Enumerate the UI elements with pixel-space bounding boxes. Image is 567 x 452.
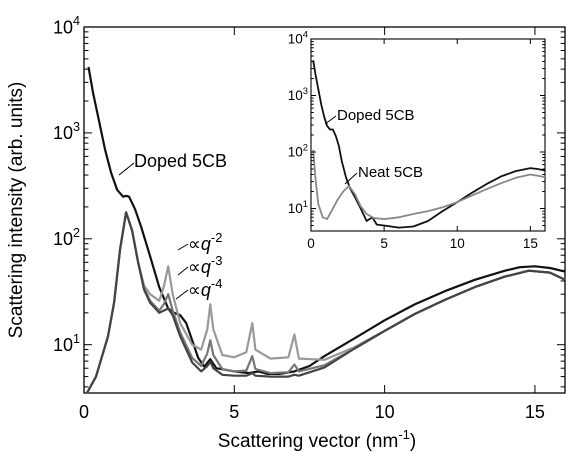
q-minus-2-label: ∝q-2 [188,230,222,254]
inset-doped-5cb-label: Doped 5CB [337,107,415,124]
doped-5cb-leader [118,162,135,176]
inset-y-tick-label: 101 [288,199,308,216]
series-doped-5cb [87,66,566,375]
doped-5cb-label: Doped 5CB [134,151,227,171]
y-tick-label: 101 [53,332,80,355]
x-tick-label: 15 [525,402,545,422]
series-q-4 [86,211,566,394]
inset-series-neat-5cb [312,149,546,220]
inset-neat-5cb-leader [344,172,358,185]
y-axis-label: Scattering intensity (arb. units) [6,82,27,339]
inset-x-tick-label: 0 [307,236,315,251]
inset-chart: 0 5 10 15 101 102 103 104 Doped 5CB Neat 5CB [288,30,546,251]
inset-background [311,39,545,231]
inset-doped-5cb-leader [324,115,337,125]
x-axis-label: Scattering vector (nm-1) [218,427,416,452]
inset-neat-5cb-label: Neat 5CB [358,164,423,181]
x-tick-label: 5 [229,402,239,422]
inset-x-tick-label: 15 [523,236,538,251]
inset-ticks: 0 5 10 15 101 102 103 104 [288,30,545,251]
q-minus-2-leader [177,243,189,251]
inset-y-tick-label: 104 [288,30,308,47]
y-tick-label: 104 [53,14,80,37]
q-minus-3-leader [177,266,189,276]
y-tick-label: 103 [53,120,80,143]
x-tick-label: 0 [79,402,89,422]
inset-series-doped-5cb [312,60,546,229]
main-series-group [86,66,566,394]
main-plot-frame [83,26,566,394]
inset-y-tick-label: 102 [288,143,308,160]
q-minus-4-label: ∝q-4 [188,276,222,300]
inset-x-tick-label: 5 [380,236,388,251]
x-tick-label: 10 [375,402,395,422]
y-tick-label: 102 [53,226,80,249]
inset-series-group [312,60,546,229]
inset-x-tick-label: 10 [450,236,465,251]
q-minus-4-leader [175,289,189,300]
inset-y-tick-label: 103 [288,86,308,103]
q-minus-3-label: ∝q-3 [188,253,222,277]
